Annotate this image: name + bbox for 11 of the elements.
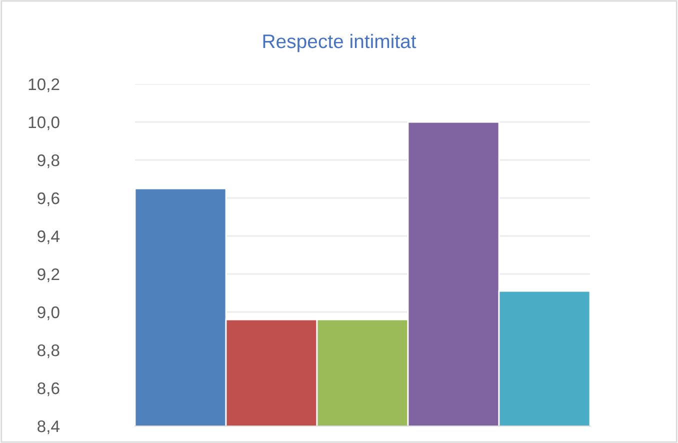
y-tick-label: 9,2 [38, 268, 60, 282]
y-tick-label: 10,2 [28, 78, 60, 92]
y-tick-label: 9,6 [38, 192, 60, 206]
y-tick-label: 9,0 [38, 306, 60, 320]
y-tick-label: 8,6 [38, 382, 60, 396]
y-tick-label: 9,8 [38, 154, 60, 168]
y-tick-label: 8,4 [38, 420, 60, 434]
chart-title: Respecte intimitat [263, 34, 416, 52]
y-tick-label: 10,0 [28, 116, 60, 130]
y-tick-label: 8,8 [38, 344, 60, 358]
y-tick-label: 9,4 [38, 230, 60, 244]
